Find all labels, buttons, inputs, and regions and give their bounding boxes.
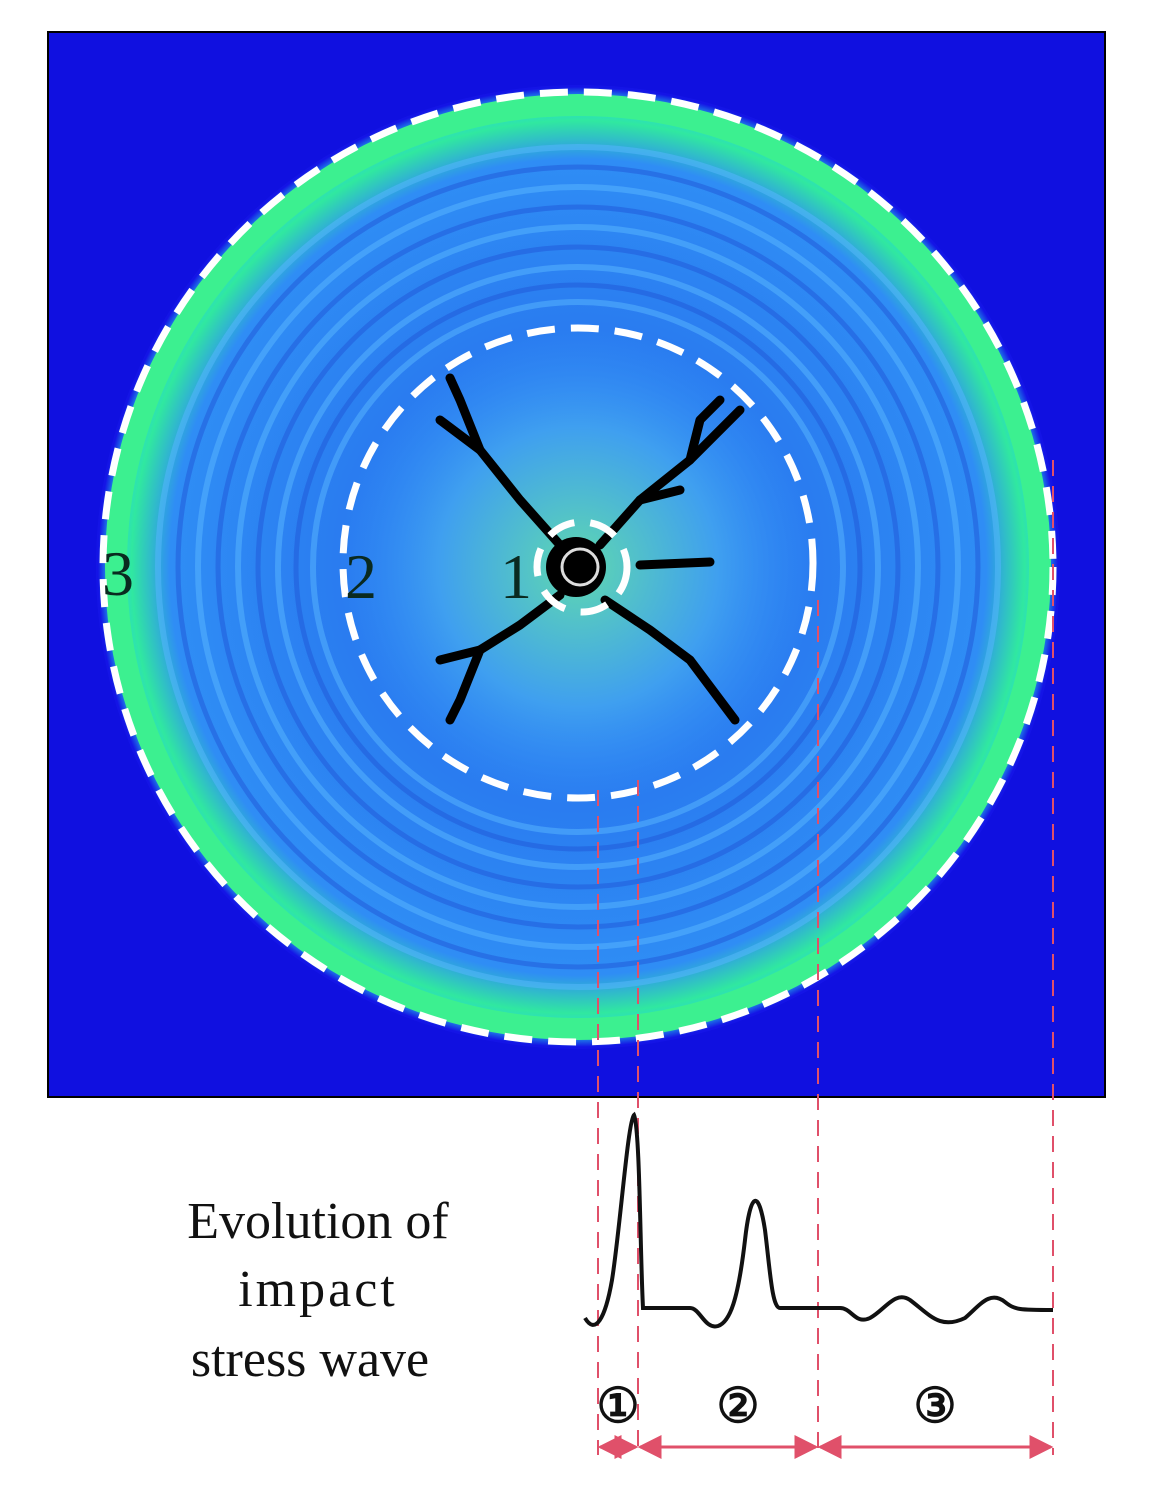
zone-label: 2 — [345, 541, 377, 612]
borehole-rim — [560, 547, 600, 587]
caption: Evolution of impact stress wave — [187, 1193, 449, 1388]
guide-lines — [597, 460, 1054, 1455]
zone-labels: 3 2 1 — [102, 538, 532, 612]
phase-label: ③ — [913, 1380, 956, 1433]
caption-line: impact — [238, 1261, 398, 1318]
caption-line: Evolution of — [187, 1193, 449, 1250]
phase-label: ① — [596, 1380, 639, 1433]
cracks — [435, 373, 745, 725]
zone-label: 3 — [102, 538, 134, 609]
caption-line: stress wave — [191, 1331, 429, 1388]
zone-label: 1 — [500, 541, 532, 612]
phase-labels: ① ② ③ — [596, 1380, 956, 1433]
phase-label: ② — [716, 1380, 759, 1433]
green-ring — [105, 94, 1051, 1040]
ripples — [155, 144, 1001, 990]
ripples-dark — [175, 164, 981, 970]
stress-wave — [583, 1111, 1054, 1329]
